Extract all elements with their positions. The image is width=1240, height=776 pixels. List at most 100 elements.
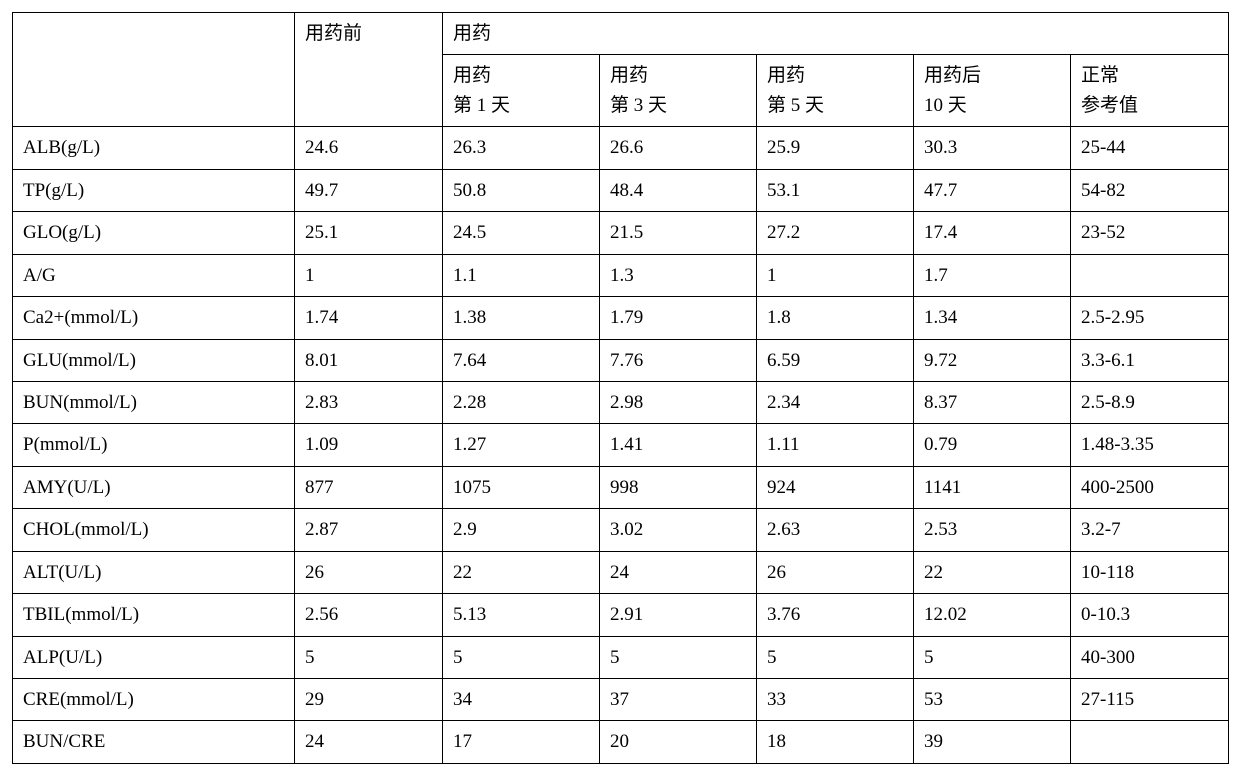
d3-cell: 20 — [600, 721, 757, 763]
d3-cell: 1.79 — [600, 297, 757, 339]
table-row: BUN(mmol/L)2.832.282.982.348.372.5-8.9 — [13, 381, 1229, 423]
param-cell: TP(g/L) — [13, 169, 295, 211]
ref-cell: 2.5-2.95 — [1071, 297, 1229, 339]
d10-cell: 47.7 — [914, 169, 1071, 211]
table-row: AMY(U/L)87710759989241141400-2500 — [13, 466, 1229, 508]
d10-cell: 22 — [914, 551, 1071, 593]
param-cell: ALT(U/L) — [13, 551, 295, 593]
d5-cell: 3.76 — [757, 594, 914, 636]
ref-cell: 54-82 — [1071, 169, 1229, 211]
d3-cell: 5 — [600, 636, 757, 678]
d10-cell: 17.4 — [914, 212, 1071, 254]
pre-cell: 2.87 — [295, 509, 443, 551]
d1-cell: 24.5 — [443, 212, 600, 254]
header-group-medication: 用药 — [443, 13, 1229, 55]
pre-cell: 24 — [295, 721, 443, 763]
ref-cell: 0-10.3 — [1071, 594, 1229, 636]
header-row-1: 用药前 用药 — [13, 13, 1229, 55]
table-body: ALB(g/L)24.626.326.625.930.325-44TP(g/L)… — [13, 127, 1229, 764]
d5-cell: 2.34 — [757, 381, 914, 423]
param-cell: GLO(g/L) — [13, 212, 295, 254]
d1-cell: 17 — [443, 721, 600, 763]
pre-cell: 1 — [295, 254, 443, 296]
param-cell: CHOL(mmol/L) — [13, 509, 295, 551]
d3-cell: 7.76 — [600, 339, 757, 381]
d10-cell: 1.7 — [914, 254, 1071, 296]
ref-cell: 40-300 — [1071, 636, 1229, 678]
d5-cell: 53.1 — [757, 169, 914, 211]
param-cell: A/G — [13, 254, 295, 296]
d5-cell: 18 — [757, 721, 914, 763]
table-row: GLO(g/L)25.124.521.527.217.423-52 — [13, 212, 1229, 254]
d10-cell: 1141 — [914, 466, 1071, 508]
header-day1: 用药 第 1 天 — [443, 55, 600, 127]
d10-cell: 39 — [914, 721, 1071, 763]
header-ref: 正常 参考值 — [1071, 55, 1229, 127]
d1-cell: 2.28 — [443, 381, 600, 423]
ref-cell: 10-118 — [1071, 551, 1229, 593]
pre-cell: 26 — [295, 551, 443, 593]
d3-cell: 2.98 — [600, 381, 757, 423]
d1-cell: 22 — [443, 551, 600, 593]
table-row: TBIL(mmol/L)2.565.132.913.7612.020-10.3 — [13, 594, 1229, 636]
d5-cell: 27.2 — [757, 212, 914, 254]
pre-cell: 1.74 — [295, 297, 443, 339]
d1-cell: 26.3 — [443, 127, 600, 169]
pre-cell: 1.09 — [295, 424, 443, 466]
table-row: Ca2+(mmol/L)1.741.381.791.81.342.5-2.95 — [13, 297, 1229, 339]
d5-cell: 26 — [757, 551, 914, 593]
d10-cell: 1.34 — [914, 297, 1071, 339]
table-row: ALB(g/L)24.626.326.625.930.325-44 — [13, 127, 1229, 169]
table-row: TP(g/L)49.750.848.453.147.754-82 — [13, 169, 1229, 211]
pre-cell: 25.1 — [295, 212, 443, 254]
d1-cell: 50.8 — [443, 169, 600, 211]
table-row: BUN/CRE2417201839 — [13, 721, 1229, 763]
ref-cell: 1.48-3.35 — [1071, 424, 1229, 466]
param-cell: AMY(U/L) — [13, 466, 295, 508]
ref-cell: 2.5-8.9 — [1071, 381, 1229, 423]
d3-cell: 48.4 — [600, 169, 757, 211]
pre-cell: 24.6 — [295, 127, 443, 169]
header-day5: 用药 第 5 天 — [757, 55, 914, 127]
pre-cell: 49.7 — [295, 169, 443, 211]
d3-cell: 26.6 — [600, 127, 757, 169]
table-row: GLU(mmol/L)8.017.647.766.599.723.3-6.1 — [13, 339, 1229, 381]
d1-cell: 5.13 — [443, 594, 600, 636]
d3-cell: 21.5 — [600, 212, 757, 254]
d5-cell: 2.63 — [757, 509, 914, 551]
ref-cell — [1071, 254, 1229, 296]
d10-cell: 0.79 — [914, 424, 1071, 466]
biochemistry-table: 用药前 用药 用药 第 1 天 用药 第 3 天 用药 第 5 天 用药后 10… — [12, 12, 1229, 764]
d5-cell: 6.59 — [757, 339, 914, 381]
d3-cell: 3.02 — [600, 509, 757, 551]
d3-cell: 1.41 — [600, 424, 757, 466]
d5-cell: 1.8 — [757, 297, 914, 339]
table-row: A/G11.11.311.7 — [13, 254, 1229, 296]
d1-cell: 2.9 — [443, 509, 600, 551]
table-row: ALP(U/L)5555540-300 — [13, 636, 1229, 678]
d10-cell: 9.72 — [914, 339, 1071, 381]
ref-cell: 25-44 — [1071, 127, 1229, 169]
d3-cell: 998 — [600, 466, 757, 508]
d1-cell: 7.64 — [443, 339, 600, 381]
ref-cell: 400-2500 — [1071, 466, 1229, 508]
d10-cell: 2.53 — [914, 509, 1071, 551]
header-blank — [13, 13, 295, 127]
param-cell: ALB(g/L) — [13, 127, 295, 169]
d3-cell: 24 — [600, 551, 757, 593]
d10-cell: 53 — [914, 679, 1071, 721]
d10-cell: 12.02 — [914, 594, 1071, 636]
d5-cell: 1 — [757, 254, 914, 296]
d3-cell: 2.91 — [600, 594, 757, 636]
table-header: 用药前 用药 用药 第 1 天 用药 第 3 天 用药 第 5 天 用药后 10… — [13, 13, 1229, 127]
param-cell: GLU(mmol/L) — [13, 339, 295, 381]
param-cell: Ca2+(mmol/L) — [13, 297, 295, 339]
d1-cell: 1.27 — [443, 424, 600, 466]
pre-cell: 877 — [295, 466, 443, 508]
d3-cell: 1.3 — [600, 254, 757, 296]
d1-cell: 34 — [443, 679, 600, 721]
table-row: CRE(mmol/L)293437335327-115 — [13, 679, 1229, 721]
d1-cell: 1.38 — [443, 297, 600, 339]
d5-cell: 1.11 — [757, 424, 914, 466]
d5-cell: 33 — [757, 679, 914, 721]
